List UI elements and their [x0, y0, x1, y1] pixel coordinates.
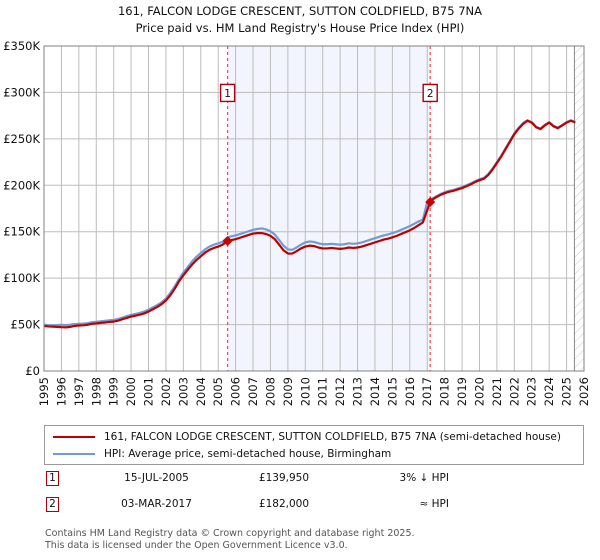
legend-label-hpi: HPI: Average price, semi-detached house,… — [104, 448, 392, 460]
x-axis-tick-label: 2022 — [507, 377, 521, 406]
legend-label-property: 161, FALCON LODGE CRESCENT, SUTTON COLDF… — [104, 431, 561, 443]
y-axis-tick-label: £200K — [3, 178, 40, 192]
y-axis-tick-label: £150K — [3, 225, 40, 239]
footer-line-licence: This data is licensed under the Open Gov… — [45, 539, 348, 551]
x-axis-tick-label: 2007 — [246, 377, 260, 406]
y-axis-tick-label: £250K — [3, 132, 40, 146]
footer-line-copyright: Contains HM Land Registry data © Crown c… — [45, 528, 415, 539]
legend-swatch-hpi — [53, 453, 95, 455]
marker-badge-number: 1 — [224, 88, 231, 100]
x-axis-tick-label: 2025 — [560, 377, 574, 406]
transaction-date-2: 03-MAR-2017 — [121, 498, 192, 510]
transaction-hpi-delta-2: ≈ HPI — [419, 498, 449, 510]
transaction-price-1: £139,950 — [258, 472, 310, 484]
x-axis-tick-label: 2004 — [194, 377, 208, 406]
x-axis-tick-label: 2024 — [542, 377, 556, 406]
legend-item-hpi: HPI: Average price, semi-detached house,… — [53, 446, 391, 462]
plot-border — [43, 45, 585, 372]
marker-badge-box — [219, 83, 236, 103]
x-axis-tick-label: 2013 — [351, 377, 365, 406]
marker-badge-number: 2 — [427, 88, 434, 100]
x-axis-tick-label: 2023 — [525, 377, 539, 406]
highlight-span — [227, 46, 431, 371]
table-row[interactable]: 2 03-MAR-2017 £182,000 ≈ HPI — [44, 496, 584, 522]
x-axis-tick-label: 2018 — [438, 377, 452, 406]
x-axis-tick-label: 2020 — [472, 377, 486, 406]
x-axis-tick-label: 2001 — [142, 377, 156, 406]
x-axis-labels: 1995 1996 1997 1998 1999 2000 2001 2002 2003 2004… — [37, 377, 591, 406]
series-lines — [44, 119, 576, 329]
title-line-address: 161, FALCON LODGE CRESCENT, SUTTON COLDF… — [117, 4, 483, 18]
x-axis-tick-label: 2011 — [316, 377, 330, 406]
y-axis-tick-label: £50K — [11, 318, 41, 332]
x-axis-tick-label: 2002 — [159, 377, 173, 406]
transaction-hpi-delta-1: 3% ↓ HPI — [399, 472, 449, 484]
x-axis-tick-label: 2010 — [298, 377, 312, 406]
x-axis-tick-label: 1999 — [107, 377, 121, 406]
x-axis-tick-label: 2016 — [403, 377, 417, 406]
x-axis-tick-label: 2015 — [385, 377, 399, 406]
chart-legend: 161, FALCON LODGE CRESCENT, SUTTON COLDF… — [44, 425, 584, 465]
transaction-badge-2: 2 — [46, 497, 59, 512]
legend-item-property: 161, FALCON LODGE CRESCENT, SUTTON COLDF… — [53, 429, 561, 445]
x-axis-tick-label: 2009 — [281, 377, 295, 406]
no-data-band — [573, 46, 584, 371]
y-axis-tick-label: £100K — [3, 271, 40, 285]
y-axis-tick-label: £0 — [25, 364, 40, 378]
x-axis-tick-label: 1996 — [54, 377, 68, 406]
x-axis-tick-label: 2012 — [333, 377, 347, 406]
x-axis-tick-label: 1995 — [37, 377, 51, 406]
x-axis-tick-label: 1997 — [72, 377, 86, 406]
y-axis-tick-label: £300K — [3, 85, 40, 99]
title-line-subtitle: Price paid vs. HM Land Registry's House … — [135, 21, 465, 35]
x-axis-tick-label: 2017 — [420, 377, 434, 406]
x-axis-tick-label: 2000 — [124, 377, 138, 406]
page-title: 161, FALCON LODGE CRESCENT, SUTTON COLDF… — [0, 3, 600, 37]
transaction-points — [222, 197, 436, 247]
y-axis-labels: £0 £50K £100K £150K £200K £250K £300K £350K — [3, 39, 40, 378]
x-axis-tick-label: 2003 — [176, 377, 190, 406]
hpi-line-chart: £0 £50K £100K £150K £200K £250K £300K £350K 199… — [3, 39, 591, 406]
transaction-badge-1: 1 — [46, 471, 59, 486]
transaction-date-1: 15-JUL-2005 — [124, 472, 189, 484]
marker-badge-box — [422, 83, 438, 103]
x-axis-tick-label: 2006 — [229, 377, 243, 406]
x-axis-tick-label: 2019 — [455, 377, 469, 406]
transactions-table: 1 15-JUL-2005 £139,950 3% ↓ HPI 2 03-MAR… — [44, 470, 584, 522]
x-axis-tick-label: 1998 — [89, 377, 103, 406]
x-axis-tick-label: 2008 — [263, 377, 277, 406]
x-axis-tick-label: 2026 — [577, 377, 591, 406]
table-row[interactable]: 1 15-JUL-2005 £139,950 3% ↓ HPI — [44, 470, 584, 496]
x-axis-tick-label: 2014 — [368, 377, 382, 406]
y-axis-tick-label: £350K — [3, 39, 40, 53]
footer-attribution: Contains HM Land Registry data © Crown c… — [45, 528, 590, 551]
x-axis-tick-label: 2021 — [490, 377, 504, 406]
transaction-price-2: £182,000 — [258, 498, 310, 510]
x-axis-tick-label: 2005 — [211, 377, 225, 406]
legend-swatch-property — [53, 436, 95, 438]
